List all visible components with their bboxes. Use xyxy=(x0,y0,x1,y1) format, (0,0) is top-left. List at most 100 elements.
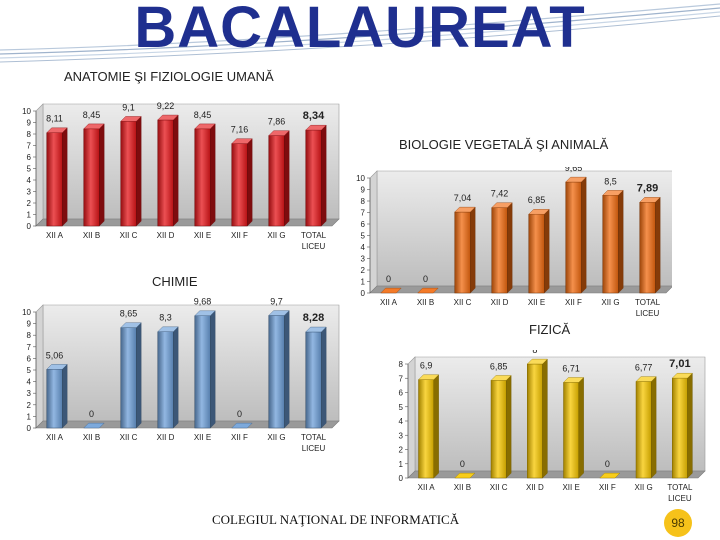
data-label: 9,65 xyxy=(565,167,583,173)
y-tick-label: 5 xyxy=(361,232,366,241)
bar-side xyxy=(173,114,179,227)
bar xyxy=(305,326,327,429)
chart-side-wall xyxy=(35,103,44,227)
bar-front xyxy=(602,195,619,294)
data-label: 0 xyxy=(237,409,242,419)
chart-back-wall xyxy=(376,170,672,287)
data-label: 8,34 xyxy=(303,110,325,122)
bar-top xyxy=(305,326,327,333)
bar-top xyxy=(599,472,621,479)
bar-side xyxy=(433,374,439,479)
y-tick-label: 6 xyxy=(27,354,32,363)
bar-top xyxy=(305,124,327,131)
title-swoosh-decoration xyxy=(0,3,720,63)
y-tick-label: 8 xyxy=(361,197,366,206)
bar-top xyxy=(231,422,253,429)
bar-side xyxy=(542,358,548,479)
y-tick-label: 0 xyxy=(361,289,366,298)
bar-side xyxy=(618,189,624,294)
bar-top xyxy=(46,127,68,133)
y-tick-label: 4 xyxy=(27,176,32,185)
x-tick-label: TOTAL xyxy=(301,433,327,442)
x-tick-label: XII A xyxy=(418,483,436,492)
bar-front xyxy=(268,315,285,429)
bar xyxy=(526,358,548,479)
y-tick-label: 6 xyxy=(27,153,32,162)
y-tick-label: 4 xyxy=(361,243,366,252)
x-tick-label: LICEU xyxy=(636,309,660,318)
data-label: 6,9 xyxy=(420,361,433,371)
bar-side xyxy=(173,326,179,429)
y-tick-label: 3 xyxy=(27,389,32,398)
y-tick-label: 9 xyxy=(27,320,32,329)
bar xyxy=(418,374,440,479)
bar-top xyxy=(454,472,476,479)
x-tick-label: TOTAL xyxy=(635,298,661,307)
bar-side xyxy=(284,310,290,429)
data-label: 8,45 xyxy=(83,110,101,120)
bar-side xyxy=(99,123,105,227)
bar xyxy=(602,189,624,294)
bar-front xyxy=(120,121,137,227)
data-label: 9,7 xyxy=(270,297,283,306)
x-tick-label: XII C xyxy=(490,483,508,492)
bar-front xyxy=(635,381,652,479)
bar xyxy=(268,310,290,429)
bar xyxy=(83,422,105,429)
bar xyxy=(46,127,68,227)
bar-top xyxy=(639,197,661,203)
y-tick-label: 10 xyxy=(22,308,31,317)
y-tick-label: 9 xyxy=(27,119,32,128)
bar xyxy=(380,287,402,294)
bar-top xyxy=(120,116,142,122)
y-tick-label: 8 xyxy=(399,360,404,369)
chart-floor xyxy=(369,285,672,294)
bar xyxy=(417,287,439,294)
y-tick-label: 10 xyxy=(356,174,365,183)
bar xyxy=(305,124,327,227)
bar-top xyxy=(417,287,439,294)
bar-top xyxy=(635,376,657,382)
bar xyxy=(231,138,253,227)
bar-side xyxy=(506,375,512,479)
bar-front xyxy=(46,132,63,227)
y-tick-label: 7 xyxy=(27,343,32,352)
bar-side xyxy=(507,202,513,294)
bar-front xyxy=(194,128,211,227)
chart-floor xyxy=(407,470,706,479)
y-tick-label: 7 xyxy=(399,374,404,383)
chart-anatomie: 0 1 2 3 4 5 6 7 8 9 10 8,11 XII A 8,45 XII B 9,1 XII C 9,… xyxy=(22,101,340,251)
data-label: 9,1 xyxy=(122,102,135,112)
data-label: 6,71 xyxy=(562,363,580,373)
bar-side xyxy=(651,376,657,479)
bar-top xyxy=(231,138,253,144)
bar-top xyxy=(380,287,402,294)
y-tick-label: 9 xyxy=(361,186,366,195)
x-tick-label: XII B xyxy=(83,231,100,240)
x-tick-label: XII F xyxy=(565,298,582,307)
x-tick-label: XII F xyxy=(231,433,248,442)
bar-side xyxy=(62,363,68,429)
x-tick-label: XII E xyxy=(194,231,211,240)
x-tick-label: XII F xyxy=(231,231,248,240)
bar-front xyxy=(418,379,434,479)
bar xyxy=(120,322,142,429)
y-tick-label: 6 xyxy=(399,389,404,398)
bar-side xyxy=(581,176,587,294)
bar xyxy=(194,123,216,227)
y-tick-label: 0 xyxy=(27,222,32,231)
bar-top xyxy=(528,209,550,215)
bar-front xyxy=(157,119,174,227)
bar-front xyxy=(490,380,507,479)
x-tick-label: XII G xyxy=(601,298,619,307)
bar-side xyxy=(578,376,584,479)
bar-side xyxy=(470,206,476,294)
data-label: 0 xyxy=(423,274,428,284)
bar xyxy=(565,176,587,294)
bar xyxy=(491,202,513,294)
bar-front xyxy=(305,129,322,227)
bar-top xyxy=(490,375,512,381)
bar-top xyxy=(602,190,624,196)
bar-front xyxy=(639,202,656,294)
data-label: 8,28 xyxy=(303,312,324,324)
